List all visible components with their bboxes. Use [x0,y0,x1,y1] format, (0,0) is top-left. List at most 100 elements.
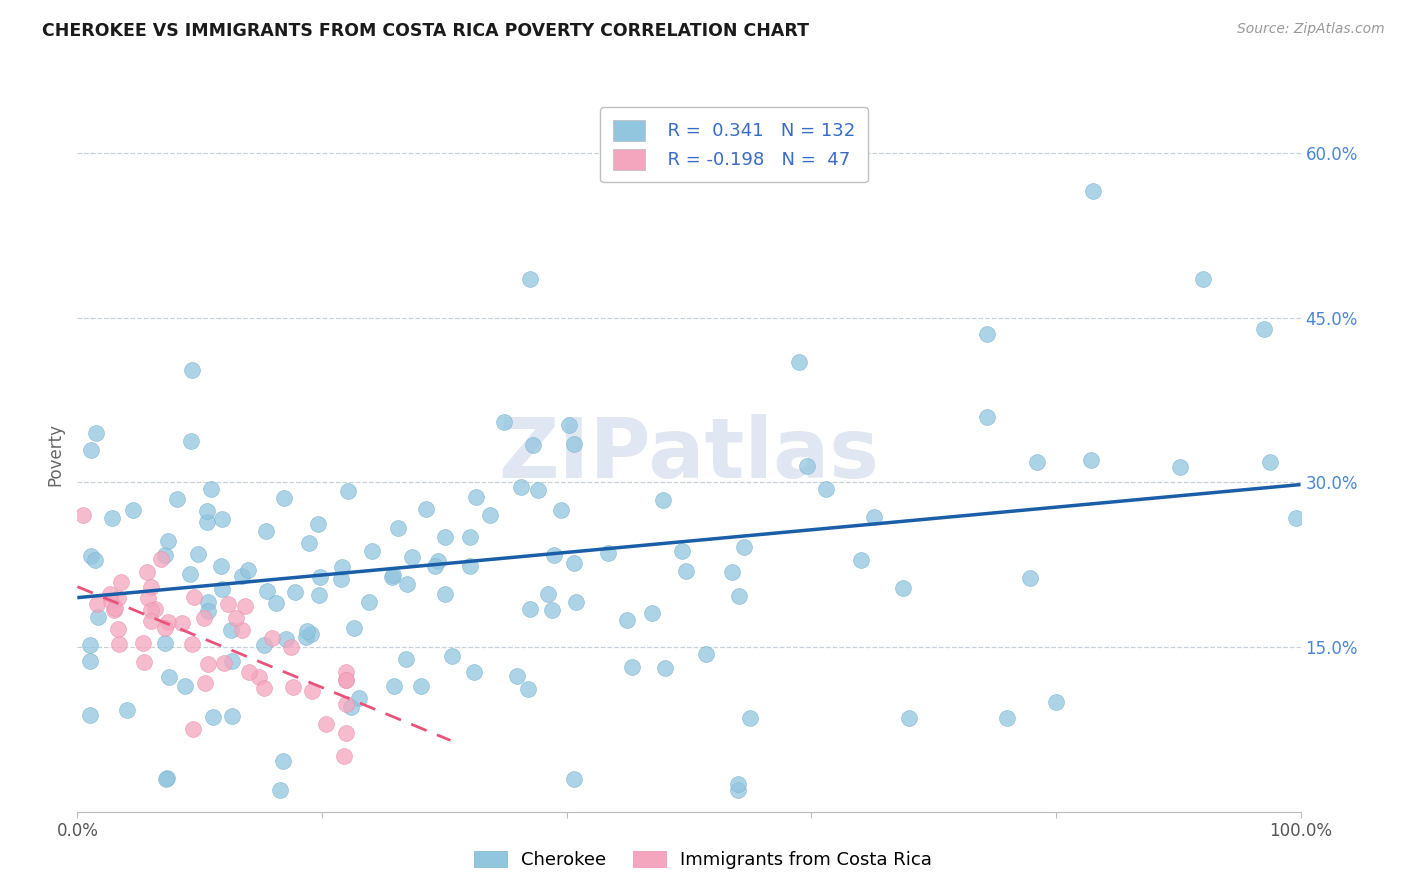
Point [564,595,586,609]
Text: CHEROKEE VS IMMIGRANTS FROM COSTA RICA POVERTY CORRELATION CHART: CHEROKEE VS IMMIGRANTS FROM COSTA RICA P… [42,22,810,40]
Point [180,363,202,377]
Point [540,603,562,617]
Point [209,558,232,573]
Point [787,354,810,368]
Point [269,782,291,797]
Point [1191,272,1213,286]
Point [299,627,322,641]
Point [155,772,177,786]
Point [231,623,253,637]
Point [342,621,364,635]
Point [200,482,222,496]
Point [336,483,359,498]
Point [233,599,256,614]
Point [100,593,122,607]
Point [891,581,914,595]
Point [156,771,179,785]
Point [212,657,235,671]
Point [84,553,107,567]
Point [815,482,838,496]
Point [492,415,515,429]
Point [153,548,176,562]
Point [479,508,502,522]
Point [179,567,201,582]
Point [157,670,180,684]
Point [284,585,307,599]
Point [253,681,276,695]
Point [309,569,332,583]
Point [139,614,162,628]
Point [333,749,356,764]
Point [107,636,129,650]
Point [409,679,432,693]
Point [652,493,675,508]
Point [433,587,456,601]
Point [211,582,233,596]
Point [122,502,145,516]
Point [1081,185,1104,199]
Point [720,565,742,579]
Point [281,681,304,695]
Point [183,722,205,736]
Point [202,709,225,723]
Point [562,772,585,786]
Point [195,503,218,517]
Point [727,589,749,603]
Point [307,516,329,531]
Point [264,596,287,610]
Point [423,558,446,573]
Point [221,654,243,668]
Point [519,602,541,616]
Point [156,615,179,629]
Point [433,530,456,544]
Point [79,442,101,457]
Point [315,717,337,731]
Point [1019,571,1042,585]
Point [740,711,762,725]
Point [395,652,418,666]
Point [156,534,179,549]
Point [616,613,638,627]
Point [141,580,163,594]
Text: ZIPatlas: ZIPatlas [499,415,879,495]
Point [110,575,132,590]
Point [180,434,202,448]
Point [976,326,998,341]
Point [107,622,129,636]
Point [330,560,353,574]
Point [84,425,107,440]
Point [995,711,1018,725]
Point [401,549,423,564]
Point [153,621,176,635]
Point [675,564,697,578]
Point [79,707,101,722]
Point [72,508,94,523]
Point [101,511,124,525]
Point [733,540,755,554]
Point [231,569,253,583]
Point [415,502,437,516]
Point [197,657,219,671]
Point [79,654,101,668]
Point [236,563,259,577]
Point [335,697,357,711]
Point [219,623,242,637]
Point [197,604,219,618]
Point [796,458,818,473]
Point [562,436,585,450]
Point [641,606,664,620]
Point [517,682,540,697]
Point [381,570,404,584]
Point [526,483,548,498]
Point [335,673,357,688]
Point [86,597,108,611]
Point [347,690,370,705]
Point [187,547,209,561]
Point [145,601,167,615]
Point [172,615,194,630]
Point [360,544,382,558]
Point [136,591,159,605]
Point [260,631,283,645]
Point [107,591,129,605]
Point [335,673,357,687]
